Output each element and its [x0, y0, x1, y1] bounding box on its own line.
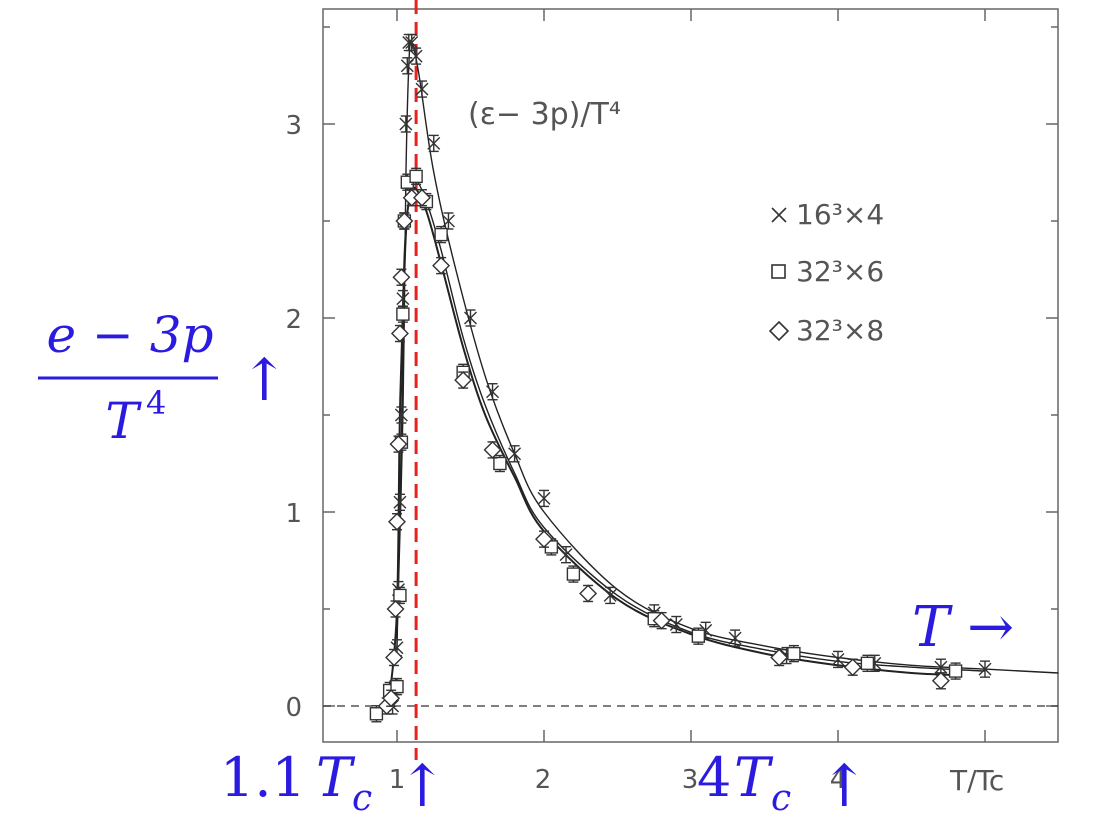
data-point-square [369, 705, 384, 723]
data-point-diamond [385, 648, 404, 667]
data-point-square [434, 225, 448, 244]
data-point-square [860, 654, 875, 673]
data-point-diamond [432, 256, 451, 275]
data-markers [369, 33, 992, 723]
legend: 16³×4 32³×6 32³×8 [768, 198, 884, 347]
y-annotation-arrow: ↑ [240, 346, 289, 414]
legend-label-32x6: 32³×6 [796, 255, 884, 288]
data-point-square [691, 627, 706, 645]
x-tick-label-1: 1 [389, 765, 406, 795]
data-point-x [405, 33, 419, 52]
data-point-x [409, 47, 423, 65]
data-point-x [486, 383, 500, 401]
four-tc-value: 4 [697, 746, 731, 809]
data-point-x [394, 406, 408, 424]
data-point-diamond [931, 671, 950, 690]
four-tc-symbol: T [734, 746, 774, 809]
data-point-square [787, 644, 801, 663]
data-point-diamond [652, 611, 671, 630]
data-point-x [831, 650, 845, 669]
four-tc-subscript: c [771, 778, 791, 819]
data-point-diamond [395, 212, 414, 230]
legend-marker-diamond [768, 320, 790, 342]
t-arrow-annotation: T → [912, 595, 1014, 660]
tc-marker-arrow: ↑ [398, 752, 447, 820]
data-point-diamond [388, 512, 406, 531]
data-point-diamond [483, 440, 502, 459]
four-tc-arrow: ↑ [820, 752, 869, 820]
data-point-diamond [389, 435, 408, 454]
data-point-square [409, 167, 423, 186]
data-point-x [978, 660, 992, 678]
data-point-x [399, 115, 413, 133]
legend-marker-square [771, 264, 786, 279]
data-point-diamond [392, 268, 411, 287]
data-point-square [948, 662, 963, 680]
data-point-diamond [535, 530, 553, 549]
x-tick-label-3: 3 [682, 765, 699, 795]
data-point-x [537, 489, 551, 508]
legend-marker-x [771, 207, 787, 223]
y-tick-label-3: 3 [285, 111, 302, 141]
tc-marker-subscript: c [352, 778, 372, 819]
data-point-x [508, 445, 522, 463]
data-point-diamond [579, 584, 598, 603]
fit-curve-diamond [388, 186, 956, 697]
x-tick-label-4: 4 [830, 765, 847, 795]
data-point-x [441, 212, 455, 230]
data-point-diamond [382, 689, 401, 708]
x-axis-label: T/Tc [949, 764, 1004, 797]
data-point-x [427, 134, 441, 153]
fit-curve-x [396, 41, 1059, 674]
y-annotation-numerator: e − 3p [46, 306, 213, 364]
data-point-x [603, 586, 617, 605]
y-annotation-denominator: T [105, 392, 142, 450]
legend-label-16x4: 16³×4 [796, 198, 884, 231]
data-point-diamond [770, 648, 789, 667]
fit-curve-square [396, 177, 986, 672]
y-tick-label-1: 1 [285, 499, 302, 529]
data-point-diamond [413, 188, 431, 207]
y-tick-label-0: 0 [285, 693, 302, 723]
data-point-x [728, 629, 742, 647]
data-point-x [393, 493, 407, 511]
data-point-x [464, 309, 477, 327]
data-point-diamond [386, 600, 405, 618]
data-point-diamond [454, 371, 473, 390]
y-annotation-exponent: 4 [146, 384, 166, 422]
data-point-x [559, 545, 573, 564]
data-point-diamond [390, 324, 409, 343]
data-point-x [396, 289, 410, 308]
data-point-square [493, 454, 507, 473]
y-tick-label-2: 2 [285, 305, 302, 335]
tc-marker-symbol: T [316, 746, 356, 809]
tc-marker-value: 1.1 [220, 746, 306, 809]
chart-title: (ε− 3p)/T⁴ [468, 97, 621, 132]
legend-label-32x8: 32³×8 [796, 314, 884, 347]
data-point-diamond [843, 658, 862, 677]
data-point-x [415, 80, 429, 98]
data-point-x [669, 615, 683, 634]
x-tick-label-2: 2 [535, 765, 552, 795]
data-point-square [566, 565, 581, 583]
data-point-square [396, 305, 410, 323]
